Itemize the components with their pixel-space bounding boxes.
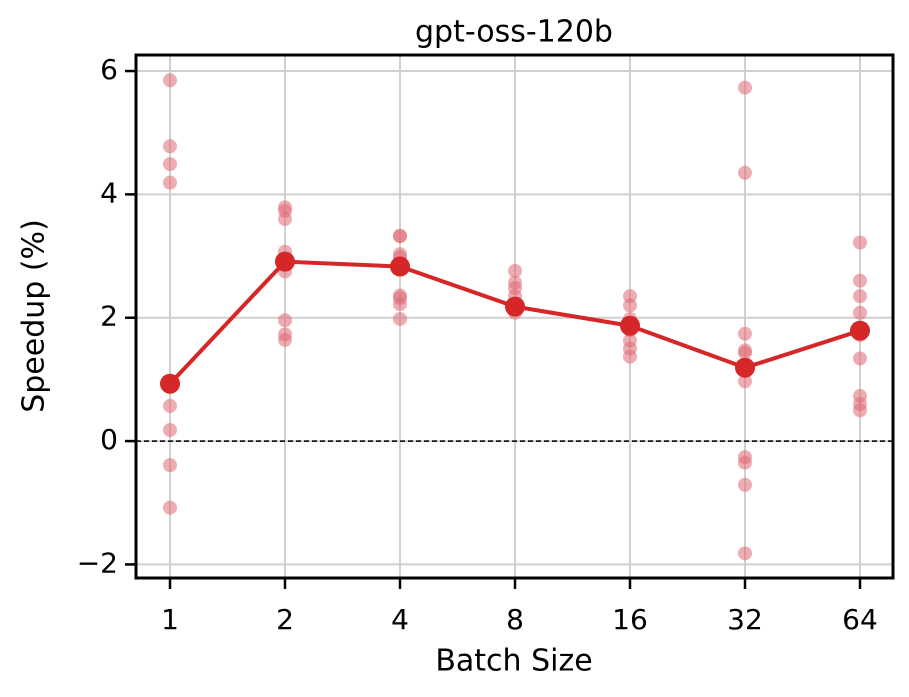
scatter-point (853, 305, 867, 320)
mean-point (390, 256, 410, 277)
x-tick-label: 2 (276, 603, 294, 636)
scatter-point (738, 455, 752, 470)
scatter-point (393, 229, 407, 244)
scatter-point (393, 297, 407, 312)
scatter-point (163, 458, 177, 473)
chart-title: gpt-oss-120b (415, 15, 613, 50)
x-tick-label: 8 (506, 603, 524, 636)
scatter-point (163, 500, 177, 515)
scatter-point (163, 139, 177, 154)
scatter-point (163, 398, 177, 413)
scatter-point (738, 326, 752, 341)
y-tick-label: 0 (100, 423, 118, 456)
scatter-point (853, 351, 867, 366)
y-tick-label: 2 (100, 300, 118, 333)
mean-point (275, 251, 295, 272)
mean-point (505, 296, 525, 317)
scatter-point (738, 80, 752, 95)
scatter-point (853, 289, 867, 304)
scatter-point (278, 332, 292, 347)
scatter-point (508, 263, 522, 278)
mean-point (850, 320, 870, 341)
y-tick-label: 6 (100, 53, 118, 86)
scatter-point (738, 345, 752, 360)
scatter-point (163, 157, 177, 172)
scatter-point (623, 298, 637, 313)
scatter-point (738, 477, 752, 492)
scatter-point (738, 546, 752, 561)
scatter-point (853, 403, 867, 418)
scatter-point (393, 311, 407, 326)
x-tick-label: 64 (842, 603, 878, 636)
scatter-point (163, 73, 177, 88)
x-tick-label: 4 (391, 603, 409, 636)
scatter-point (738, 165, 752, 180)
mean-point (160, 373, 180, 394)
scatter-point (853, 273, 867, 288)
scatter-point (278, 212, 292, 227)
scatter-point (623, 349, 637, 364)
y-tick-label: 4 (100, 176, 118, 209)
x-tick-label: 32 (727, 603, 763, 636)
scatter-point (853, 235, 867, 250)
scatter-point (163, 175, 177, 190)
mean-point (735, 357, 755, 378)
mean-point (620, 315, 640, 336)
scatter-point (163, 422, 177, 437)
scatter-point (738, 374, 752, 389)
x-tick-label: 1 (161, 603, 179, 636)
y-tick-label: −2 (77, 546, 118, 579)
scatter-point (278, 313, 292, 328)
y-axis-label: Speedup (%) (17, 219, 52, 413)
x-axis-label: Batch Size (435, 644, 592, 679)
x-tick-label: 16 (612, 603, 648, 636)
